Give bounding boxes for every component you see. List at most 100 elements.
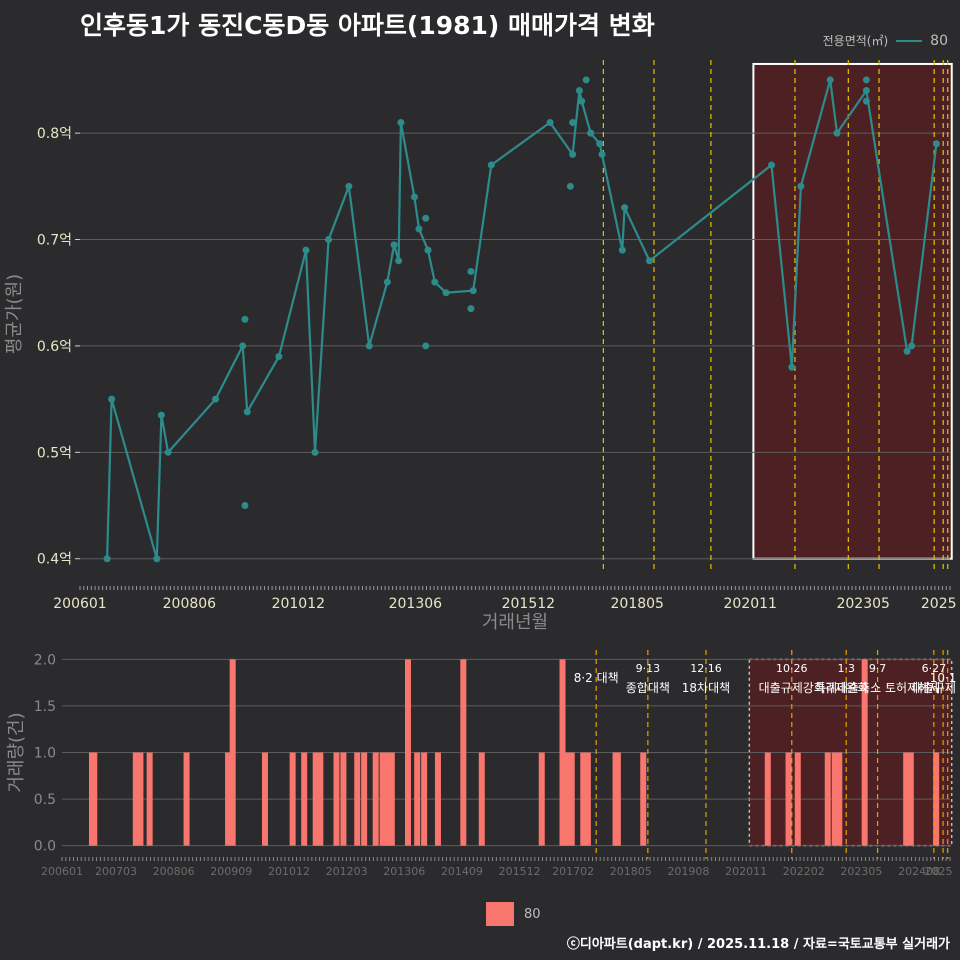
price-point [365,342,373,350]
volume-x-tick-label: 201908 [667,865,709,878]
x-tick-label: 201512 [502,596,555,612]
price-point [275,353,283,361]
volume-x-tick-label: 202202 [783,865,825,878]
volume-bar [414,752,421,846]
price-point [645,257,653,265]
policy-annotation-date: 1·3 [837,662,855,675]
volume-bar [614,752,621,846]
volume-x-tick-label: 201306 [383,865,425,878]
volume-y-axis-title: 거래량(건) [6,712,27,792]
price-point [153,555,161,563]
price-line [106,79,938,559]
price-point [302,246,310,254]
volume-bar [388,752,395,846]
price-point [422,214,430,222]
volume-bar [559,659,566,846]
x-tick-label: 202011 [724,596,777,612]
volume-bar [301,752,308,846]
price-point [569,118,577,126]
volume-bar [132,752,139,846]
policy-annotation-date: 10·26 [776,662,808,675]
policy-annotation-label: 10·1 [930,671,957,685]
price-point [383,278,391,286]
volume-bar [568,752,575,846]
price-point [578,97,586,105]
volume-bar [421,752,428,846]
volume-x-tick-label: 201702 [552,865,594,878]
price-point [575,87,583,95]
price-point [546,118,554,126]
volume-x-tick-label: 202408 [898,865,940,878]
price-point [431,278,439,286]
volume-bar [333,752,340,846]
price-point [397,118,405,126]
x-tick-label: 201805 [611,596,664,612]
volume-x-tick-label: 201203 [326,865,368,878]
volume-bar [91,752,98,846]
volume-bar [384,752,391,846]
volume-y-tick-label: 0.5 [34,792,56,808]
price-point [212,395,220,403]
volume-bar [903,752,910,846]
policy-annotation-label: 대출규제강화 [759,681,825,695]
price-point [311,448,319,456]
volume-bar [183,752,190,846]
legend-series-label: 80 [930,32,948,49]
price-point [422,342,430,350]
y-tick-label: 0.5억 [37,445,72,461]
price-point [826,76,834,84]
legend-title: 전용면적(㎡) [822,34,889,48]
price-point [621,204,629,212]
policy-annotation-label: 특례대출축소 토허제해제 [815,681,940,695]
price-point [797,182,805,190]
policy-annotation-label: 대출규제 [912,681,956,695]
price-point [108,395,116,403]
price-point [325,236,333,244]
price-legend: 전용면적(㎡) 80 [823,32,948,49]
price-point [862,76,870,84]
policy-annotation-label: 규제완화 [824,681,868,695]
volume-bar [460,659,467,846]
volume-bar [372,752,379,846]
volume-y-tick-label: 1.0 [34,746,56,762]
volume-bar [434,752,441,846]
volume-bar [584,752,591,846]
volume-x-tick-label: 200806 [153,865,195,878]
legend-bar-swatch [486,902,514,926]
legend-line-swatch [896,39,923,42]
price-point [862,87,870,95]
volume-bar [824,752,831,846]
volume-bar [836,752,843,846]
volume-bar [907,752,914,846]
volume-legend: 80 [486,902,541,926]
volume-bar [146,752,153,846]
volume-bar [764,752,771,846]
price-point [103,555,111,563]
price-point [569,150,577,158]
policy-annotation-date: 9·7 [869,662,887,675]
price-point [618,246,626,254]
x-axis-title: 거래년월 [482,612,548,633]
price-point [345,182,353,190]
volume-bar [404,659,411,846]
price-point [424,246,432,254]
volume-bar [861,659,868,846]
volume-bar [137,752,144,846]
volume-bar [225,752,232,846]
chart-title: 인후동1가 동진C동D동 아파트(1981) 매매가격 변화 [80,11,655,40]
price-point [903,347,911,355]
price-point [587,129,595,137]
price-point [442,289,450,297]
y-tick-label: 0.8억 [37,126,72,142]
policy-annotation-date: 12·16 [690,662,722,675]
price-point [932,140,940,148]
legend-bar-label: 80 [524,906,541,922]
price-point [596,140,604,148]
volume-bar [785,752,792,846]
price-point [239,342,247,350]
volume-bar [229,659,236,846]
volume-x-tick-label: 201409 [441,865,483,878]
volume-bar [538,752,545,846]
price-point [395,257,403,265]
x-tick-label: 2025 [921,596,957,612]
